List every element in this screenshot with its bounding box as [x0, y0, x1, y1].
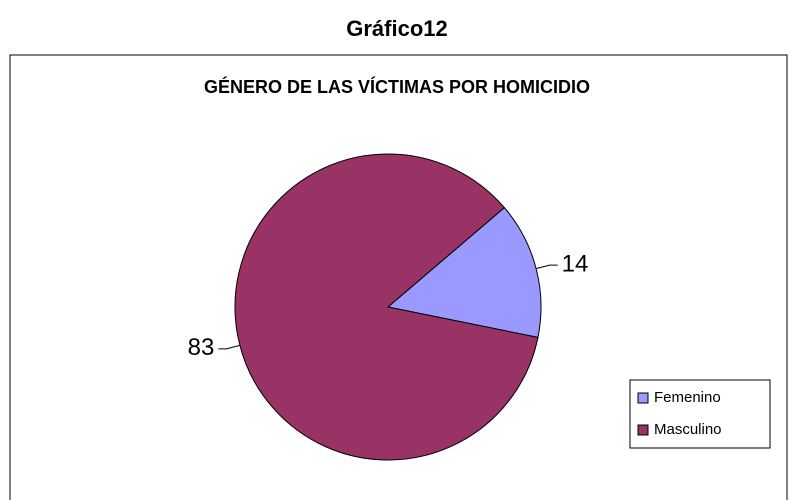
leader-line — [218, 344, 241, 350]
leader-line — [535, 264, 558, 270]
legend-swatch — [637, 424, 649, 436]
chart-frame — [9, 54, 788, 500]
data-label: 83 — [188, 334, 215, 361]
data-label: 14 — [562, 250, 589, 277]
legend-label: Masculino — [654, 421, 722, 438]
chart-title: GÉNERO DE LAS VÍCTIMAS POR HOMICIDIO — [204, 76, 590, 97]
legend-box — [629, 379, 771, 449]
pie-slice — [386, 206, 542, 338]
legend-label: Femenino — [654, 389, 721, 406]
page-title: Gráfico12 — [346, 16, 448, 41]
legend-swatch — [637, 392, 649, 404]
